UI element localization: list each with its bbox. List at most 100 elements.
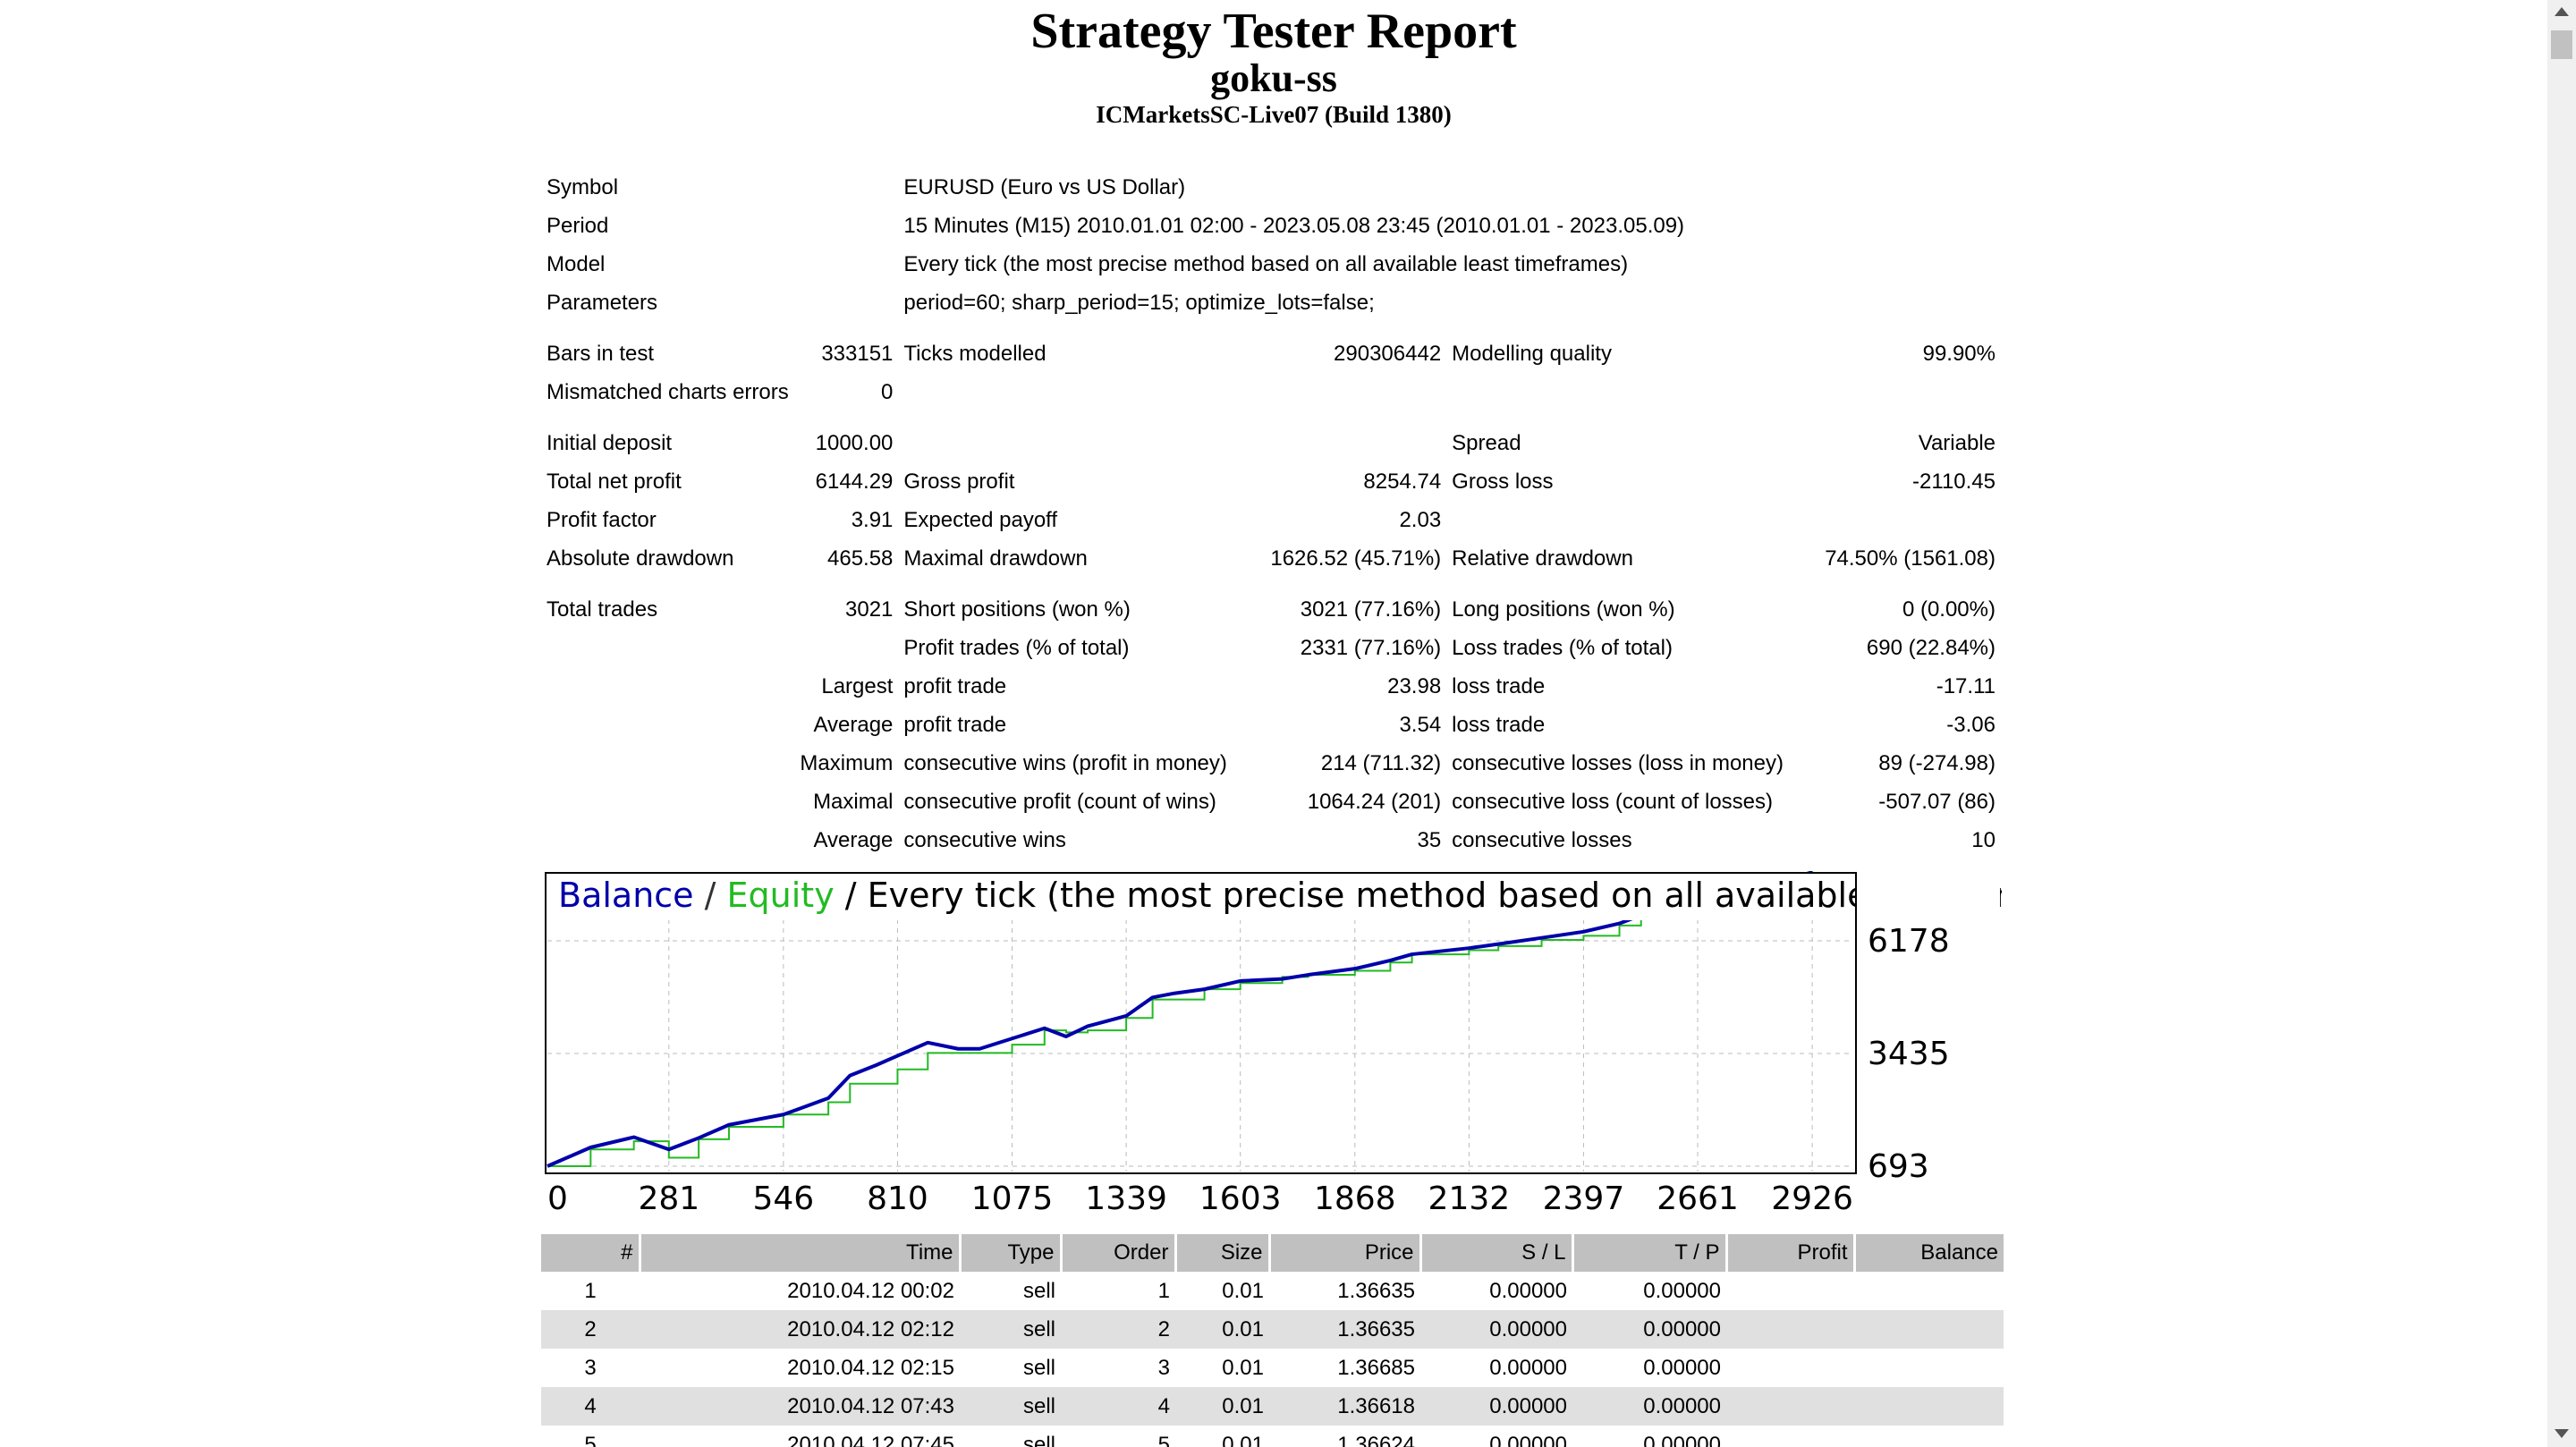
trade-cell: 4 [541,1387,640,1426]
expected-payoff-value: 2.03 [1399,507,1442,532]
max-cons-wins-value: 214 (711.32) [1320,750,1442,775]
max-cons-losses-label: consecutive losses (loss in money) [1452,750,1784,775]
max-drawdown-value: 1626.52 (45.71%) [1270,546,1442,571]
gross-loss-label: Gross loss [1452,469,1554,494]
period-label: Period [547,213,609,238]
trades-col-header: # [541,1234,641,1272]
quality-value: 99.90% [1922,341,1996,366]
maximal-cons-loss-value: -507.07 (86) [1878,789,1996,814]
y-tick-label: 6178 [1868,923,1950,960]
trade-cell: 0.01 [1222,1355,1264,1380]
trade-cell: 1.36635 [1337,1278,1415,1303]
profit-trades-label: Profit trades (% of total) [903,635,1130,660]
gross-loss-value: -2110.45 [1912,469,1996,494]
abs-drawdown-value: 465.58 [827,546,894,571]
summary-row-period: Period 15 Minutes (M15) 2010.01.01 02:00… [541,207,2001,245]
trade-cell: sell [1022,1432,1055,1447]
x-tick-label: 2926 [1771,1180,1853,1217]
x-tick-label: 2661 [1657,1180,1739,1217]
trade-cell: sell [960,1387,1061,1426]
ticks-value: 290306442 [1334,341,1442,366]
summary-row-bars: Bars in test 333151 Ticks modelled 29030… [541,334,2001,373]
trade-cell: 0.00000 [1489,1278,1567,1303]
avg-profit-label: profit trade [903,712,1007,737]
trade-cell: 0.01 [1222,1432,1264,1447]
maximum-label: Maximum [800,750,894,775]
trade-cell [1726,1387,1854,1426]
trade-cell: 2010.04.12 02:15 [787,1355,954,1380]
average-consecutive-label: Average [813,827,894,852]
trades-col-header: Size [1175,1234,1271,1272]
chart-title-rest: / Every tick (the most precise method ba… [835,876,2002,915]
spread-value: Variable [1918,430,1996,455]
long-positions-value: 0 (0.00%) [1902,597,1996,622]
loss-trades-value: 690 (22.84%) [1866,635,1996,660]
avg-cons-wins-label: consecutive wins [903,827,1066,852]
short-positions-label: Short positions (won %) [903,597,1131,622]
trade-cell: 1.36685 [1337,1355,1415,1380]
summary-row-maximum: Maximum consecutive wins (profit in mone… [541,744,2001,783]
summary-row-profit-trades: Profit trades (% of total) 2331 (77.16%)… [541,629,2001,667]
trade-cell: 2010.04.12 00:02 [787,1278,954,1303]
trade-cell: 2010.04.12 02:12 [640,1310,960,1349]
trade-cell [1726,1426,1854,1447]
largest-profit-value: 23.98 [1387,673,1442,698]
profit-factor-value: 3.91 [851,507,894,532]
trade-cell: 5 [1157,1432,1170,1447]
trades-col-header: Price [1269,1234,1422,1272]
trades-col-header: S / L [1420,1234,1574,1272]
summary-row-average: Average profit trade 3.54 loss trade -3.… [541,706,2001,744]
net-profit-value: 6144.29 [815,469,894,494]
bars-label: Bars in test [547,341,655,366]
largest-loss-label: loss trade [1452,673,1546,698]
summary-row-model: Model Every tick (the most precise metho… [541,245,2001,283]
summary-row-maximal: Maximal consecutive profit (count of win… [541,783,2001,821]
trade-cell: 1.36624 [1337,1432,1415,1447]
ticks-label: Ticks modelled [903,341,1046,366]
x-tick-label: 1603 [1199,1180,1282,1217]
largest-label: Largest [821,673,894,698]
gross-profit-label: Gross profit [903,469,1015,494]
parameters-label: Parameters [547,290,658,315]
summary-row-profit-factor: Profit factor 3.91 Expected payoff 2.03 [541,501,2001,539]
scroll-down-arrow-icon[interactable] [2555,1429,2569,1438]
trade-cell [1854,1387,2004,1426]
total-trades-label: Total trades [547,597,658,622]
table-row: 1 2010.04.12 00:02 sell 1 0.01 1.36635 0.00000… [541,1272,2004,1310]
scroll-up-arrow-icon[interactable] [2555,7,2569,16]
symbol-value: EURUSD (Euro vs US Dollar) [903,174,1186,199]
chart-title-equity: Equity [727,876,835,915]
avg-cons-wins-value: 35 [1417,827,1442,852]
trade-cell: sell [960,1310,1061,1349]
x-tick-label: 546 [753,1180,815,1217]
vertical-scrollbar[interactable] [2547,0,2576,1447]
summary-row-net-profit: Total net profit 6144.29 Gross profit 82… [541,462,2001,501]
max-drawdown-label: Maximal drawdown [903,546,1088,571]
trade-cell [1854,1349,2004,1387]
avg-loss-label: loss trade [1452,712,1546,737]
average-label: Average [813,712,894,737]
trade-cell: 0.01 [1175,1387,1269,1426]
scrollbar-thumb[interactable] [2551,30,2572,59]
trade-cell [1854,1426,2004,1447]
chart-frame [545,872,1857,1174]
deposit-value: 1000.00 [815,430,894,455]
largest-profit-label: profit trade [903,673,1007,698]
trade-cell [1726,1310,1854,1349]
trade-cell: 1.36635 [1269,1310,1420,1349]
loss-trades-label: Loss trades (% of total) [1452,635,1673,660]
chart-y-ticks: 6178 3435 693 [1868,923,1950,1185]
x-tick-label: 281 [638,1180,699,1217]
trades-col-header: Profit [1726,1234,1856,1272]
balance-line [547,871,1813,1168]
chart-grid [547,875,1853,1172]
maximal-cons-profit-label: consecutive profit (count of wins) [903,789,1216,814]
model-value: Every tick (the most precise method base… [903,251,1629,276]
trades-col-header: Balance [1854,1234,2004,1272]
x-tick-label: 2132 [1428,1180,1511,1217]
y-tick-label: 693 [1868,1148,1929,1185]
gross-profit-value: 8254.74 [1363,469,1442,494]
